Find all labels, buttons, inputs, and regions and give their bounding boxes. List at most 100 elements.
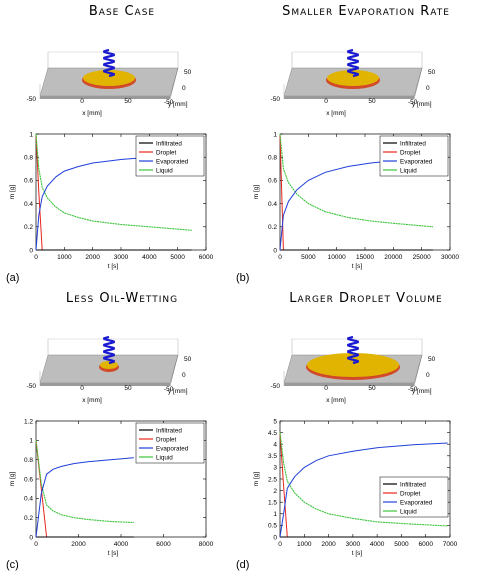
x-tick-label: 5000 [301,254,316,261]
y-tick-label: -50 [164,99,174,106]
y-tick-label: 0.4 [24,201,33,208]
y-tick-label: 0.4 [268,201,277,208]
panel-b: Smaller Evaporation Rate -50 0 50 0 50 -50 x [… [236,0,488,287]
x-tick-label: -50 [27,96,37,103]
x-tick-label: 8000 [199,541,214,548]
x-tick-label: 1000 [297,541,312,548]
plate-edge [284,383,414,386]
line-chart: 0 2000 4000 6000 8000 0 0.2 0.4 0.6 0.8 1 1.2 t [s] m… [9,418,214,557]
x-tick-label: 50 [124,385,132,392]
x-tick-label: 6000 [156,541,171,548]
evaporation-coil [103,48,115,78]
series-line-evaporated [279,442,448,538]
series-line-liquid [35,440,134,524]
panel-c: Less Oil-Wetting -50 0 50 0 50 -50 x [mm] y [mm… [0,287,244,574]
y-tick-label: 1 [273,511,277,518]
x-tick-label: 5000 [170,254,185,261]
y-tick-label: 0 [182,85,186,92]
domain-3d: -50 0 50 0 50 -50 x [mm] y [mm] [271,335,436,404]
series-line-evaporated [279,156,434,251]
y-axis-label: y [mm] [168,388,188,395]
y-tick-label: 0.2 [24,224,33,231]
panel-title: Larger Droplet Volume [289,291,443,306]
evaporation-coil [103,335,115,365]
domain-3d: -50 0 50 0 50 -50 x [mm] y [mm] [27,48,192,117]
y-tick-label: 2.5 [268,476,277,483]
x-axis-label: t [s] [108,550,119,557]
y-tick-label: 50 [184,69,192,76]
x-tick-label: 3000 [114,254,129,261]
droplet [307,353,399,377]
legend-label: Liquid [156,167,173,174]
legend-label: Liquid [400,508,417,515]
line-chart: 0 1000 2000 3000 4000 5000 6000 0 0.2 0.4 0.6 0.8 1 t… [9,131,214,270]
droplet [100,361,118,369]
x-tick-label: 50 [368,98,376,105]
y-axis-label: y [mm] [412,388,432,395]
x-axis-label: t [s] [352,550,363,557]
legend-label: Liquid [400,167,417,174]
panel-graphics: -50 0 50 0 50 -50 x [mm] y [mm] 0 5000 10000 15000… [253,48,459,270]
x-tick-label: 0 [278,541,282,548]
x-tick-label: 10000 [328,254,346,261]
y-tick-label: 4 [273,442,277,449]
x-tick-label: 4000 [142,254,157,261]
legend-label: Droplet [156,436,177,443]
legend-label: Infiltrated [156,140,182,147]
y-tick-label: 3.5 [268,453,277,460]
y-tick-label: 50 [184,356,192,363]
x-tick-label: 30000 [441,254,459,261]
panel-graphics: -50 0 50 0 50 -50 x [mm] y [mm] 0 1000 2000 3000 40… [9,48,214,270]
x-axis-label: t [s] [108,263,119,270]
x-axis-label: x [mm] [326,397,346,404]
y-tick-label: 0 [273,247,277,254]
x-tick-label: 1000 [57,254,72,261]
y-tick-label: 0 [182,372,186,379]
x-tick-label: 0 [34,254,38,261]
y-tick-label: -50 [164,386,174,393]
y-axis-label: m [g] [253,472,260,487]
y-axis-label: m [g] [9,185,16,200]
x-tick-label: 20000 [384,254,402,261]
x-tick-label: 0 [278,254,282,261]
panel-title: Smaller Evaporation Rate [282,4,450,19]
evaporation-coil [347,48,359,78]
x-tick-label: 6000 [199,254,214,261]
y-tick-label: 0.6 [268,178,277,185]
y-tick-label: 1.2 [24,418,33,425]
y-axis-label: y [mm] [412,101,432,108]
x-tick-label: 15000 [356,254,374,261]
x-tick-label: 50 [368,385,376,392]
y-tick-label: 0.8 [24,457,33,464]
line-chart: 0 5000 10000 15000 20000 25000 30000 0 0.2 0.4 0.6… [253,131,459,270]
legend-label: Evaporated [400,499,433,506]
y-tick-label: -50 [408,386,418,393]
x-tick-label: 2000 [71,541,86,548]
x-tick-label: 2000 [85,254,100,261]
plate-edge [284,96,414,99]
frame-line [169,354,179,387]
legend-label: Droplet [400,149,421,156]
y-tick-label: 5 [273,418,277,425]
x-tick-label: 0 [80,385,84,392]
line-chart: 0 1000 2000 3000 4000 5000 6000 7000 0 0.5 1 1.5 2 2.… [253,418,458,557]
x-axis-label: x [mm] [82,397,102,404]
y-tick-label: 0.8 [268,155,277,162]
droplet [83,70,135,86]
x-axis-label: x [mm] [82,110,102,117]
series-line-evaporated [35,153,192,251]
y-tick-label: 1 [29,131,33,138]
plate-edge [40,96,170,99]
y-tick-label: 0.5 [268,523,277,530]
frame-line [169,67,179,100]
y-tick-label: -50 [408,99,418,106]
x-tick-label: -50 [27,383,37,390]
panel-label: (c) [6,559,19,571]
y-tick-label: 2 [273,488,277,495]
y-tick-label: 1 [273,131,277,138]
y-axis-label: m [g] [253,185,260,200]
panel-graphics: -50 0 50 0 50 -50 x [mm] y [mm] 0 2000 4000 6000 80… [9,335,214,557]
series-line-evaporated [35,457,134,538]
y-tick-label: 0 [273,534,277,541]
legend-label: Infiltrated [156,427,182,434]
